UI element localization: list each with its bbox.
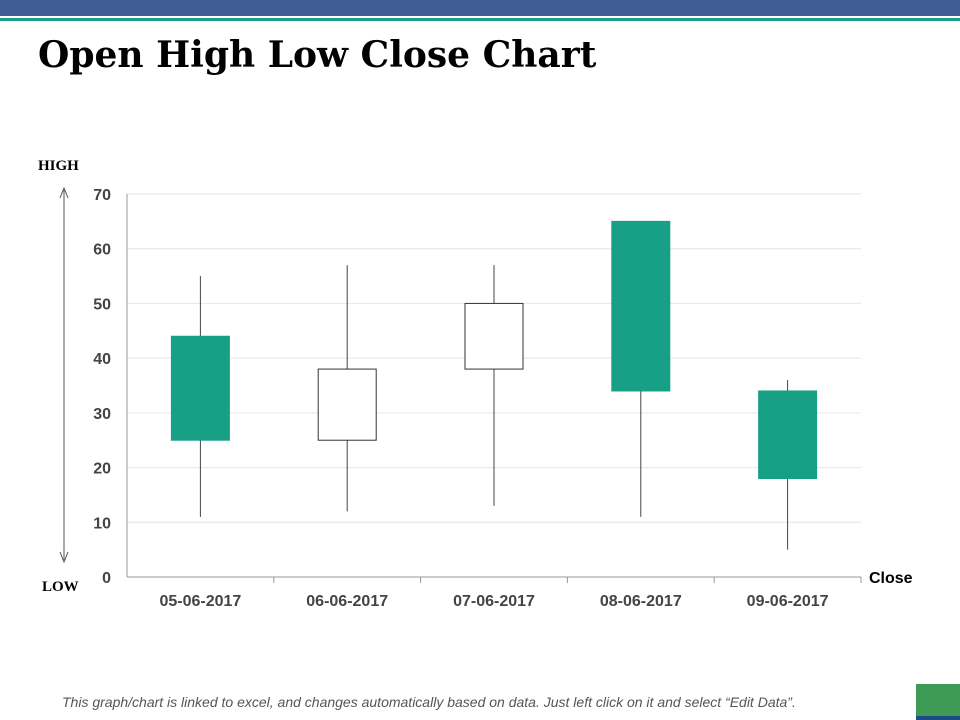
y-tick-label: 60	[93, 242, 111, 259]
axes	[126, 194, 862, 583]
candle-body	[611, 220, 671, 392]
top-banner-bar	[0, 0, 960, 16]
y-tick-label: 30	[93, 406, 111, 423]
x-tick-label: 05-06-2017	[159, 593, 241, 610]
x-tick-label: 09-06-2017	[747, 593, 829, 610]
y-tick-label: 20	[93, 461, 111, 478]
x-tick-label: 06-06-2017	[306, 593, 388, 610]
candle-body	[464, 302, 524, 370]
x-tick-label: 08-06-2017	[600, 593, 682, 610]
corner-decoration	[916, 684, 960, 720]
high-label: HIGH	[38, 158, 79, 174]
legend-close-label: Close	[869, 570, 913, 587]
candle-body	[317, 368, 377, 441]
arrow-down-icon	[59, 551, 69, 564]
tick-labels: 0 10 20 30 40 50 60 70 05-06-2017 06-06-2017 07-06…	[93, 187, 828, 610]
candle-08-06-2017[interactable]	[611, 220, 671, 517]
footer-note: This graph/chart is linked to excel, and…	[62, 694, 796, 710]
candle-body	[758, 390, 818, 480]
y-tick-label: 0	[102, 570, 111, 587]
candle-09-06-2017[interactable]	[758, 380, 818, 550]
low-label: LOW	[42, 579, 79, 595]
slide-title: Open High Low Close Chart	[38, 34, 597, 76]
top-accent-line	[0, 18, 960, 21]
corner-decoration-line	[916, 716, 960, 720]
candles	[170, 220, 818, 550]
y-tick-label: 70	[93, 187, 111, 204]
candle-06-06-2017[interactable]	[317, 265, 377, 512]
y-tick-label: 10	[93, 515, 111, 532]
x-tick-label: 07-06-2017	[453, 593, 535, 610]
candle-05-06-2017[interactable]	[170, 276, 230, 517]
candle-body	[170, 335, 230, 441]
y-tick-label: 40	[93, 351, 111, 368]
y-tick-label: 50	[93, 296, 111, 313]
candle-07-06-2017[interactable]	[464, 265, 524, 506]
arrow-up-icon	[59, 186, 69, 199]
